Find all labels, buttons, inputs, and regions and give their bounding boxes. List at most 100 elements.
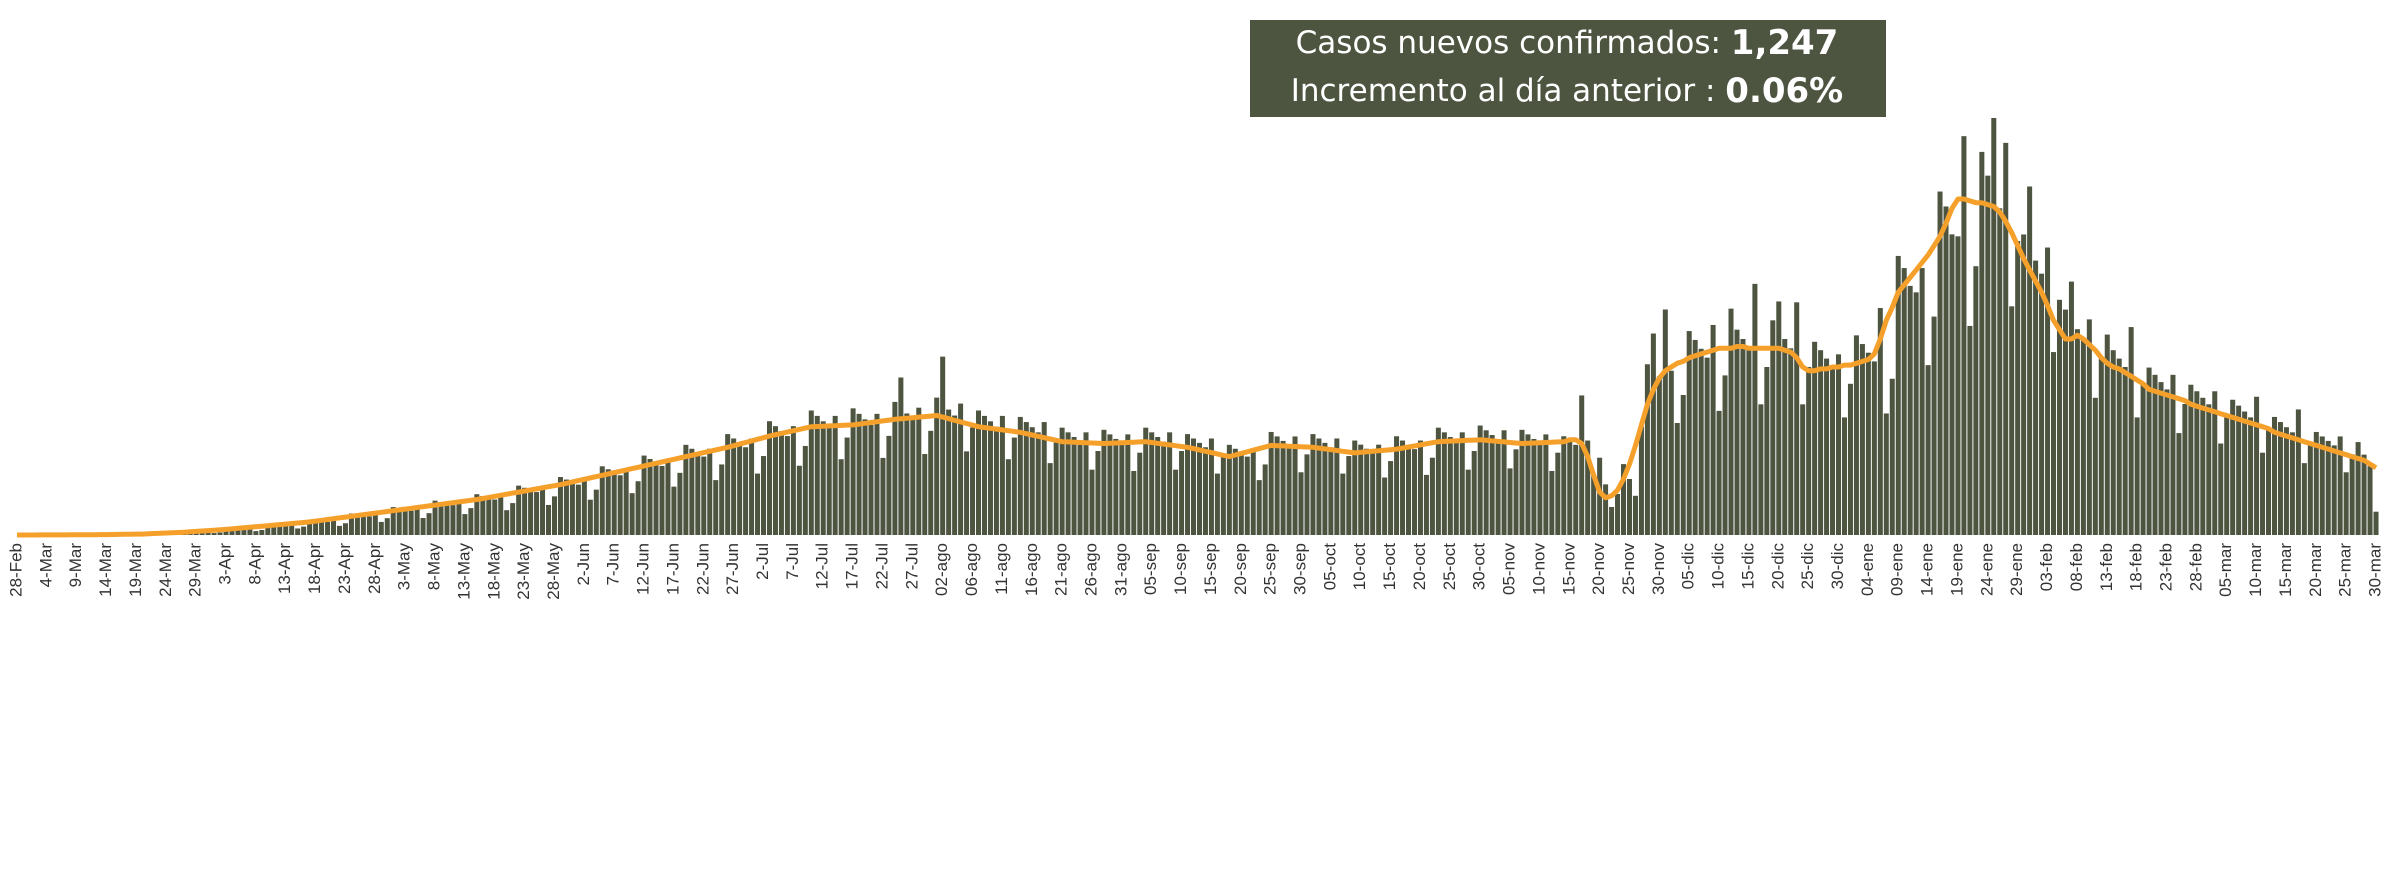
x-tick-label: 28-Apr (365, 543, 384, 594)
bar (1591, 474, 1597, 535)
x-tick-label: 27-Jun (723, 543, 742, 595)
bar (1847, 383, 1853, 535)
bar (313, 520, 319, 535)
x-tick-label: 02-ago (932, 543, 951, 596)
bar (2080, 338, 2086, 535)
x-tick-label: 8-May (424, 543, 443, 591)
bar (1979, 151, 1985, 535)
bar (581, 479, 587, 535)
bar (462, 514, 468, 535)
bar (2068, 281, 2074, 535)
bar (1340, 473, 1346, 535)
bar (325, 521, 331, 535)
bar (342, 523, 348, 535)
bar (271, 524, 277, 535)
bar (1991, 118, 1997, 535)
bar (1394, 436, 1400, 535)
bar (1441, 432, 1447, 535)
bar (862, 419, 868, 535)
bar (199, 532, 205, 535)
x-tick-label: 10-dic (1709, 543, 1728, 590)
bar (1668, 370, 1674, 535)
bar (2152, 374, 2158, 535)
bar (486, 497, 492, 535)
bar (289, 524, 295, 535)
bar (1376, 444, 1382, 535)
x-tick-label: 31-ago (1111, 543, 1130, 596)
bars (14, 118, 2379, 536)
x-tick-label: 19-ene (1947, 543, 1966, 596)
bar (653, 462, 659, 535)
bar (1459, 432, 1465, 535)
bar (1137, 452, 1143, 535)
bar (1955, 236, 1961, 535)
bar (2313, 431, 2319, 535)
bar (1346, 456, 1352, 535)
bar (1764, 366, 1770, 535)
bar (426, 513, 432, 535)
x-tick-label: 11-ago (992, 543, 1011, 595)
bar (623, 469, 629, 535)
bar (1447, 436, 1453, 535)
bar (1943, 206, 1949, 535)
bar (444, 503, 450, 535)
bar (378, 521, 384, 535)
bar (2236, 405, 2242, 535)
bar (1298, 472, 1304, 535)
bar (1334, 438, 1340, 535)
bar (408, 510, 414, 535)
bar (880, 457, 886, 535)
bar (1370, 452, 1376, 535)
x-tick-label: 3-May (395, 543, 414, 591)
x-tick-label: 7-Jun (604, 543, 623, 586)
bar (1555, 452, 1561, 535)
bar (2319, 436, 2325, 535)
bar (2242, 411, 2248, 535)
bar (1824, 358, 1830, 535)
bar (755, 473, 761, 535)
bar (958, 403, 964, 535)
bar (778, 431, 784, 535)
bar (976, 410, 982, 535)
bar (420, 518, 426, 535)
bar (319, 521, 325, 535)
bar (456, 502, 462, 535)
bar (2146, 367, 2152, 535)
bar (1531, 438, 1537, 535)
bar (2051, 352, 2057, 535)
x-tick-label: 9-Mar (66, 543, 85, 588)
bar (546, 504, 552, 535)
bar (1041, 422, 1047, 535)
bar (247, 528, 253, 535)
bar (366, 516, 372, 535)
bar (1782, 338, 1788, 535)
bar (1202, 447, 1208, 535)
bar (1047, 463, 1053, 535)
bar (1632, 495, 1638, 535)
x-tick-label: 10-nov (1529, 543, 1548, 595)
bar (749, 438, 755, 535)
bar (981, 415, 987, 535)
bar (2254, 396, 2260, 535)
bar (1644, 364, 1650, 535)
bar (2248, 417, 2254, 535)
bar (2301, 463, 2307, 535)
bar (1262, 464, 1268, 535)
bar (1023, 422, 1029, 535)
bar (2015, 240, 2021, 535)
bar (2134, 417, 2140, 535)
bar (2200, 397, 2206, 535)
bar (2074, 329, 2080, 535)
bar (1280, 440, 1286, 535)
bar (468, 508, 474, 535)
bar (1274, 436, 1280, 535)
bar (372, 514, 378, 535)
bar (1101, 429, 1107, 535)
x-tick-label: 28-Feb (6, 543, 25, 597)
bar (713, 480, 719, 535)
bar (1208, 438, 1214, 535)
bar (916, 407, 922, 535)
bar (1698, 348, 1704, 535)
bar (1913, 292, 1919, 535)
bar (2164, 389, 2170, 535)
